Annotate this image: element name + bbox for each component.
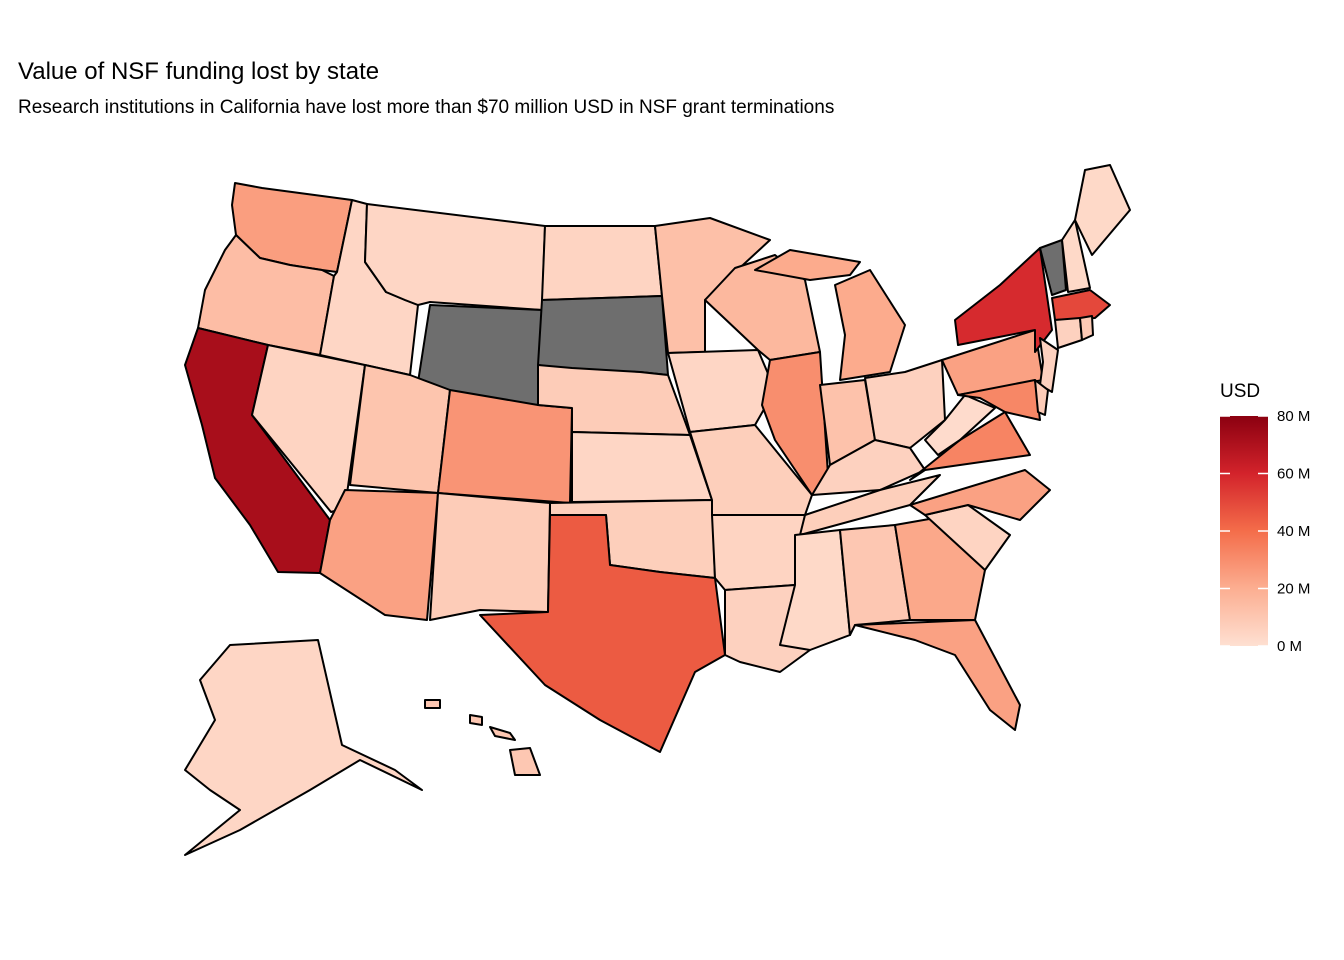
state-minnesota[interactable]: [654, 217, 771, 354]
state-michigan-upper[interactable]: [754, 249, 861, 281]
state-massachusetts[interactable]: [1051, 289, 1111, 321]
state-hawaii[interactable]: [424, 699, 541, 776]
state-florida[interactable]: [854, 619, 1021, 731]
legend-title: USD: [1220, 381, 1261, 402]
state-utah[interactable]: [349, 364, 451, 494]
legend-tick-label: 0 M: [1277, 638, 1302, 655]
state-wisconsin[interactable]: [704, 254, 821, 361]
state-montana[interactable]: [364, 203, 546, 311]
state-connecticut[interactable]: [1054, 317, 1083, 349]
chart-subtitle: Research institutions in California have…: [18, 97, 835, 118]
state-alabama[interactable]: [839, 524, 911, 636]
state-west-virginia[interactable]: [924, 394, 996, 456]
state-arkansas[interactable]: [711, 514, 806, 591]
state-vermont[interactable]: [1039, 239, 1067, 296]
legend-tick-label: 40 M: [1277, 523, 1310, 540]
state-kansas[interactable]: [571, 431, 713, 503]
state-rhode-island[interactable]: [1079, 315, 1094, 341]
chart-title: Value of NSF funding lost by state: [18, 58, 380, 85]
state-tennessee[interactable]: [799, 474, 941, 536]
state-delaware[interactable]: [1034, 379, 1049, 416]
state-arizona[interactable]: [319, 489, 439, 621]
legend-tick-label: 20 M: [1277, 581, 1310, 598]
state-new-jersey[interactable]: [1039, 337, 1059, 393]
state-new-york[interactable]: [954, 247, 1053, 353]
state-new-hampshire[interactable]: [1061, 219, 1091, 293]
state-michigan[interactable]: [834, 269, 906, 381]
us-choropleth-map: [184, 164, 1131, 856]
state-south-dakota[interactable]: [537, 295, 669, 376]
color-legend: 0 M 20 M 40 M 60 M 80 M: [1220, 408, 1310, 655]
legend-tick-label: 60 M: [1277, 466, 1310, 483]
state-maine[interactable]: [1074, 164, 1131, 256]
state-alaska[interactable]: [184, 639, 423, 856]
state-texas[interactable]: [479, 514, 726, 753]
state-north-dakota[interactable]: [541, 225, 663, 301]
state-maryland[interactable]: [957, 379, 1041, 421]
state-new-mexico[interactable]: [429, 492, 551, 621]
legend-tick-label: 80 M: [1277, 408, 1310, 425]
state-north-carolina[interactable]: [909, 469, 1051, 521]
